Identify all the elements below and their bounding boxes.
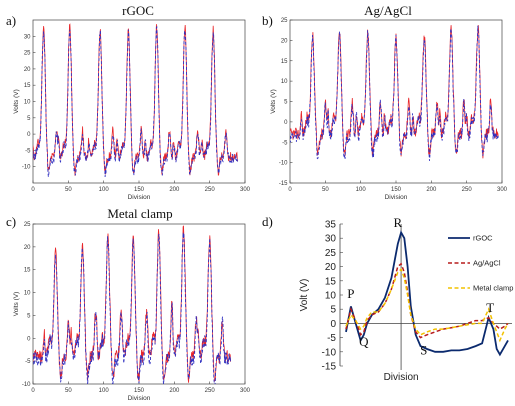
legend-label-ag-agcl: Ag/AgCl bbox=[473, 259, 501, 268]
y-tick-label: 30 bbox=[24, 34, 31, 40]
y-tick-label: 0 bbox=[284, 120, 288, 126]
x-tick-label: 150 bbox=[134, 388, 145, 394]
panel-letter-b: b) bbox=[262, 13, 273, 28]
y-tick-label: -15 bbox=[279, 181, 288, 187]
y-tick-label: 20 bbox=[24, 67, 31, 73]
x-tick-label: 50 bbox=[322, 187, 329, 193]
y-tick-label: -10 bbox=[22, 165, 31, 171]
x-tick-label: 50 bbox=[65, 187, 72, 193]
wave-label-q: Q bbox=[359, 334, 369, 349]
panel-title-c: Metal clamp bbox=[107, 206, 172, 221]
y-tick-label: 15 bbox=[24, 83, 31, 89]
x-tick-label: 150 bbox=[134, 187, 145, 193]
y-tick-label: -5 bbox=[327, 333, 336, 344]
x-tick-label: 250 bbox=[462, 187, 473, 193]
panel-title-a: rGOC bbox=[122, 3, 154, 18]
y-axis-label: Volt (V) bbox=[299, 279, 310, 312]
panel-letter-a: a) bbox=[6, 13, 16, 28]
x-axis-label: Division bbox=[385, 194, 408, 201]
x-tick-label: 250 bbox=[205, 187, 216, 193]
y-tick-label: -10 bbox=[322, 347, 337, 358]
x-tick-label: 250 bbox=[205, 388, 216, 394]
y-tick-label: 0 bbox=[330, 319, 336, 330]
y-tick-label: 15 bbox=[325, 276, 337, 287]
y-tick-label: -5 bbox=[25, 359, 31, 365]
y-tick-label: 20 bbox=[24, 245, 31, 251]
y-tick-label: 5 bbox=[284, 100, 288, 106]
y-tick-label: 25 bbox=[281, 18, 288, 24]
panel-c: c) Metal clamp 0 50 100 150 200 250 300 -10 -5 0 5… bbox=[6, 206, 251, 402]
y-axis-label: Volts (V) bbox=[270, 89, 277, 114]
y-tick-label: 15 bbox=[281, 59, 288, 65]
y-tick-label: 25 bbox=[325, 248, 337, 259]
x-tick-label: 300 bbox=[240, 187, 251, 193]
x-tick-label: 100 bbox=[99, 388, 110, 394]
y-axis-label: Volts (V) bbox=[13, 292, 20, 317]
y-tick-label: 0 bbox=[27, 336, 31, 342]
y-tick-label: 5 bbox=[27, 116, 31, 122]
y-tick-label: 5 bbox=[330, 305, 336, 316]
x-tick-label: 0 bbox=[31, 187, 35, 193]
plot-a: 0 50 100 150 200 250 300 -10 -5 0 5 10 15 20 25 30 Divis… bbox=[13, 19, 251, 201]
plot-d: -15 -10 -5 0 5 10 15 20 25 30 35 Volt (V) Division P Q… bbox=[299, 215, 513, 383]
y-tick-label: 10 bbox=[24, 291, 31, 297]
x-axis-label: Division bbox=[128, 194, 151, 201]
x-tick-label: 200 bbox=[426, 187, 437, 193]
panel-letter-c: c) bbox=[6, 214, 16, 229]
y-tick-label: 10 bbox=[325, 291, 337, 302]
series-rgoc bbox=[345, 230, 509, 357]
y-tick-label: 10 bbox=[281, 79, 288, 85]
y-tick-label: 20 bbox=[325, 262, 337, 273]
y-tick-label: -15 bbox=[322, 362, 337, 373]
y-tick-label: 25 bbox=[24, 51, 31, 57]
wave-label-s: S bbox=[420, 343, 427, 358]
x-axis-label: Division bbox=[384, 372, 419, 383]
x-tick-label: 0 bbox=[31, 388, 35, 394]
plot-c: 0 50 100 150 200 250 300 -10 -5 0 5 10 15 20 25 Divisio… bbox=[13, 222, 251, 402]
signal-series-blue bbox=[33, 232, 232, 384]
y-tick-label: -10 bbox=[22, 382, 31, 388]
legend-label-rgoc: rGOC bbox=[473, 234, 493, 243]
y-tick-label: 25 bbox=[24, 222, 31, 228]
y-tick-label: 20 bbox=[281, 38, 288, 44]
x-tick-label: 100 bbox=[99, 187, 110, 193]
wave-label-r: R bbox=[394, 215, 403, 230]
x-tick-label: 200 bbox=[169, 187, 180, 193]
series-metal-clamp bbox=[345, 268, 509, 343]
signal-series-blue bbox=[290, 25, 499, 161]
x-tick-label: 300 bbox=[497, 187, 508, 193]
legend: rGOC Ag/AgCl Metal clamp bbox=[448, 234, 513, 293]
y-tick-label: -5 bbox=[282, 140, 288, 146]
x-tick-label: 200 bbox=[169, 388, 180, 394]
x-tick-label: 150 bbox=[391, 187, 402, 193]
legend-label-metal-clamp: Metal clamp bbox=[473, 284, 513, 293]
panel-b: b) Ag/AgCl 0 50 100 150 200 250 300 -15 -10 -5 0 5 1… bbox=[262, 3, 508, 201]
y-tick-label: 5 bbox=[27, 313, 31, 319]
panel-letter-d: d) bbox=[262, 214, 273, 229]
y-axis-label: Volts (V) bbox=[13, 89, 20, 114]
panel-d: d) -15 -10 -5 0 5 10 15 20 25 30 35 Volt (V) Divisio… bbox=[262, 214, 513, 383]
x-tick-label: 0 bbox=[288, 187, 292, 193]
y-tick-label: 15 bbox=[24, 268, 31, 274]
panel-a: a) rGOC 0 50 100 150 200 250 300 -10 -5 0 5 10 15 20 2… bbox=[6, 3, 251, 201]
x-axis-label: Division bbox=[128, 395, 151, 402]
wave-label-p: P bbox=[347, 286, 354, 301]
x-tick-label: 100 bbox=[356, 187, 367, 193]
y-tick-label: 35 bbox=[325, 220, 337, 231]
panel-title-b: Ag/AgCl bbox=[364, 3, 412, 18]
y-tick-label: 10 bbox=[24, 100, 31, 106]
plot-b: 0 50 100 150 200 250 300 -15 -10 -5 0 5 10 15 20 25 Divi… bbox=[270, 18, 508, 201]
signal-series-red bbox=[33, 23, 239, 176]
y-tick-label: -10 bbox=[279, 161, 288, 167]
x-tick-label: 50 bbox=[65, 388, 72, 394]
y-tick-label: 30 bbox=[325, 234, 337, 245]
y-tick-label: -5 bbox=[25, 148, 31, 154]
signal-series-blue bbox=[33, 25, 239, 178]
x-tick-label: 300 bbox=[240, 388, 251, 394]
wave-label-t: T bbox=[486, 300, 494, 315]
series-ag-agcl bbox=[345, 262, 509, 339]
y-tick-label: 0 bbox=[27, 132, 31, 138]
